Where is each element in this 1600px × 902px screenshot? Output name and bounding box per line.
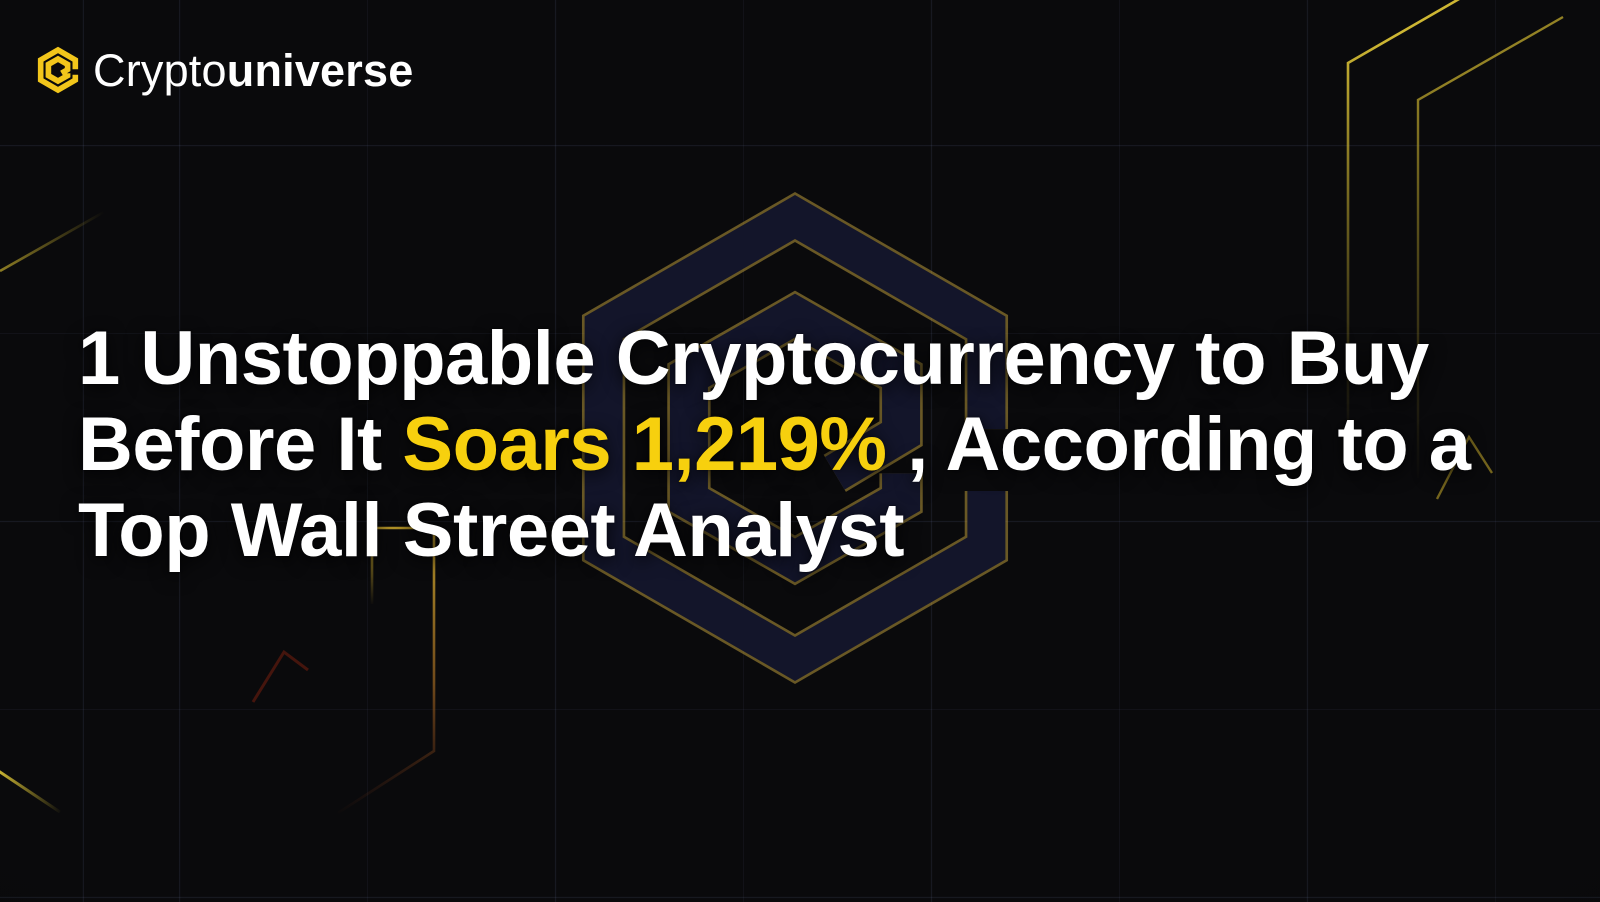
hexagon-outline-top-right-inner (1416, 15, 1564, 478)
headline-line3: Top Wall Street Analyst (78, 488, 905, 573)
headline: 1 Unstoppable Cryptocurrency to BuyBefor… (78, 316, 1538, 574)
brand-name: Cryptouniverse (93, 48, 413, 93)
brand-name-bold: universe (227, 45, 414, 96)
headline-line1: 1 Unstoppable Cryptocurrency to Buy (78, 316, 1429, 401)
brand-name-regular: Crypto (93, 45, 227, 96)
hexagon-c-icon (37, 46, 79, 94)
headline-line2-part1: Before It (78, 402, 402, 487)
hexagon-edge-left (0, 210, 105, 273)
hexagon-outline-top-right-outer (1346, 0, 1460, 438)
hexagon-corner-right (1435, 434, 1494, 500)
hexagon-outline-mid-left (337, 526, 436, 815)
brand-logo: Cryptouniverse (34, 42, 413, 98)
red-chevron (251, 649, 309, 703)
headline-highlight: Soars 1,219% (402, 402, 887, 487)
hexagon-edge-bottom-left (0, 770, 61, 814)
headline-line2-part2: , According to a (887, 402, 1471, 487)
hexagon-c-watermark (581, 191, 1009, 685)
